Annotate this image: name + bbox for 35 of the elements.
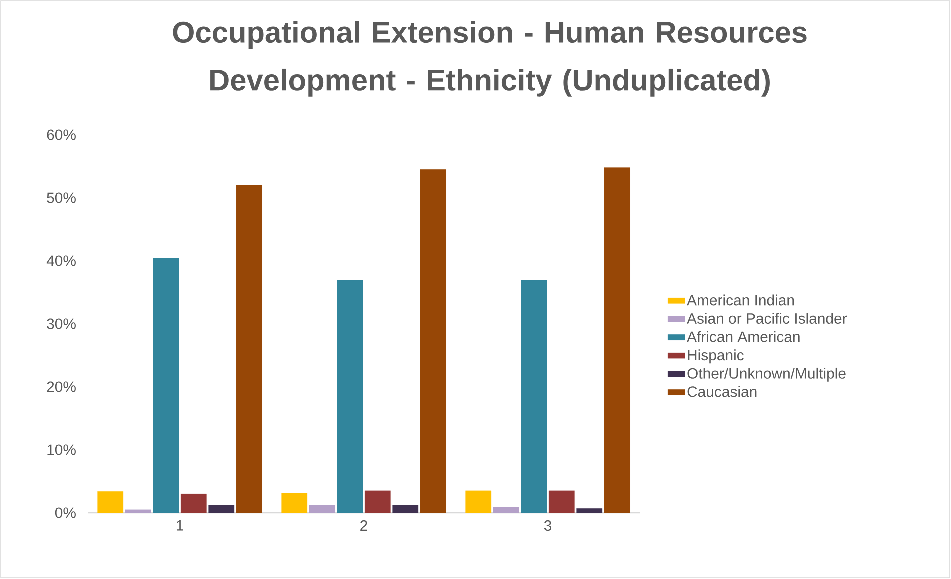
bar [125, 510, 152, 514]
bar [364, 490, 391, 514]
legend-label: Asian or Pacific Islander [687, 313, 848, 324]
bar [282, 493, 308, 514]
x-tick-label: 1 [176, 520, 184, 531]
bar [521, 280, 548, 514]
legend-label: American Indian [687, 294, 794, 306]
bar [420, 170, 446, 514]
x-tick-label: 3 [544, 520, 552, 532]
y-tick-label: 50% [47, 192, 76, 204]
y-tick-label: 40% [46, 256, 76, 266]
chart-title: Occupational Extension - Human Resources Development - Ethnicity (Unduplicated) [173, 21, 807, 97]
y-tick-label: 60% [47, 130, 76, 140]
legend-label: Hispanic [688, 350, 744, 364]
bar [604, 168, 630, 514]
legend-label: African American [687, 331, 800, 342]
bar [337, 280, 364, 514]
legend-label: Caucasian [688, 386, 757, 398]
x-tick-label: 2 [360, 520, 368, 531]
bar [466, 490, 492, 514]
bar [309, 505, 336, 514]
bar [392, 505, 419, 514]
bar [180, 494, 207, 514]
bar [493, 507, 520, 514]
y-tick-label: 10% [48, 444, 76, 456]
legend-label: Other/Unknown/Multiple [688, 368, 846, 382]
bar [208, 505, 235, 514]
y-tick-label: 30% [47, 318, 76, 330]
bar [548, 490, 575, 514]
y-tick-label: 0% [55, 508, 76, 518]
bar [98, 492, 124, 514]
bar [576, 508, 603, 514]
bar [153, 258, 180, 514]
bar [236, 185, 262, 514]
y-tick-label: 20% [47, 382, 76, 392]
